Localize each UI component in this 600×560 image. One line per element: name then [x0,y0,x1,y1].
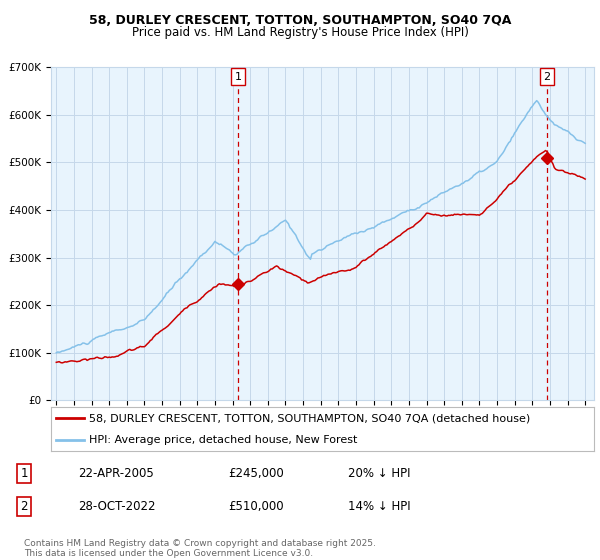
Text: 1: 1 [235,72,242,82]
Text: £510,000: £510,000 [228,500,284,514]
Text: 20% ↓ HPI: 20% ↓ HPI [348,466,410,480]
Text: 28-OCT-2022: 28-OCT-2022 [78,500,155,514]
Text: 58, DURLEY CRESCENT, TOTTON, SOUTHAMPTON, SO40 7QA: 58, DURLEY CRESCENT, TOTTON, SOUTHAMPTON… [89,14,511,27]
Text: 2: 2 [544,72,550,82]
Text: 58, DURLEY CRESCENT, TOTTON, SOUTHAMPTON, SO40 7QA (detached house): 58, DURLEY CRESCENT, TOTTON, SOUTHAMPTON… [89,413,530,423]
Text: 2: 2 [20,500,28,514]
Text: HPI: Average price, detached house, New Forest: HPI: Average price, detached house, New … [89,435,358,445]
Text: Contains HM Land Registry data © Crown copyright and database right 2025.
This d: Contains HM Land Registry data © Crown c… [24,539,376,558]
Text: 14% ↓ HPI: 14% ↓ HPI [348,500,410,514]
Text: 22-APR-2005: 22-APR-2005 [78,466,154,480]
Text: £245,000: £245,000 [228,466,284,480]
Text: 1: 1 [20,466,28,480]
Text: Price paid vs. HM Land Registry's House Price Index (HPI): Price paid vs. HM Land Registry's House … [131,26,469,39]
